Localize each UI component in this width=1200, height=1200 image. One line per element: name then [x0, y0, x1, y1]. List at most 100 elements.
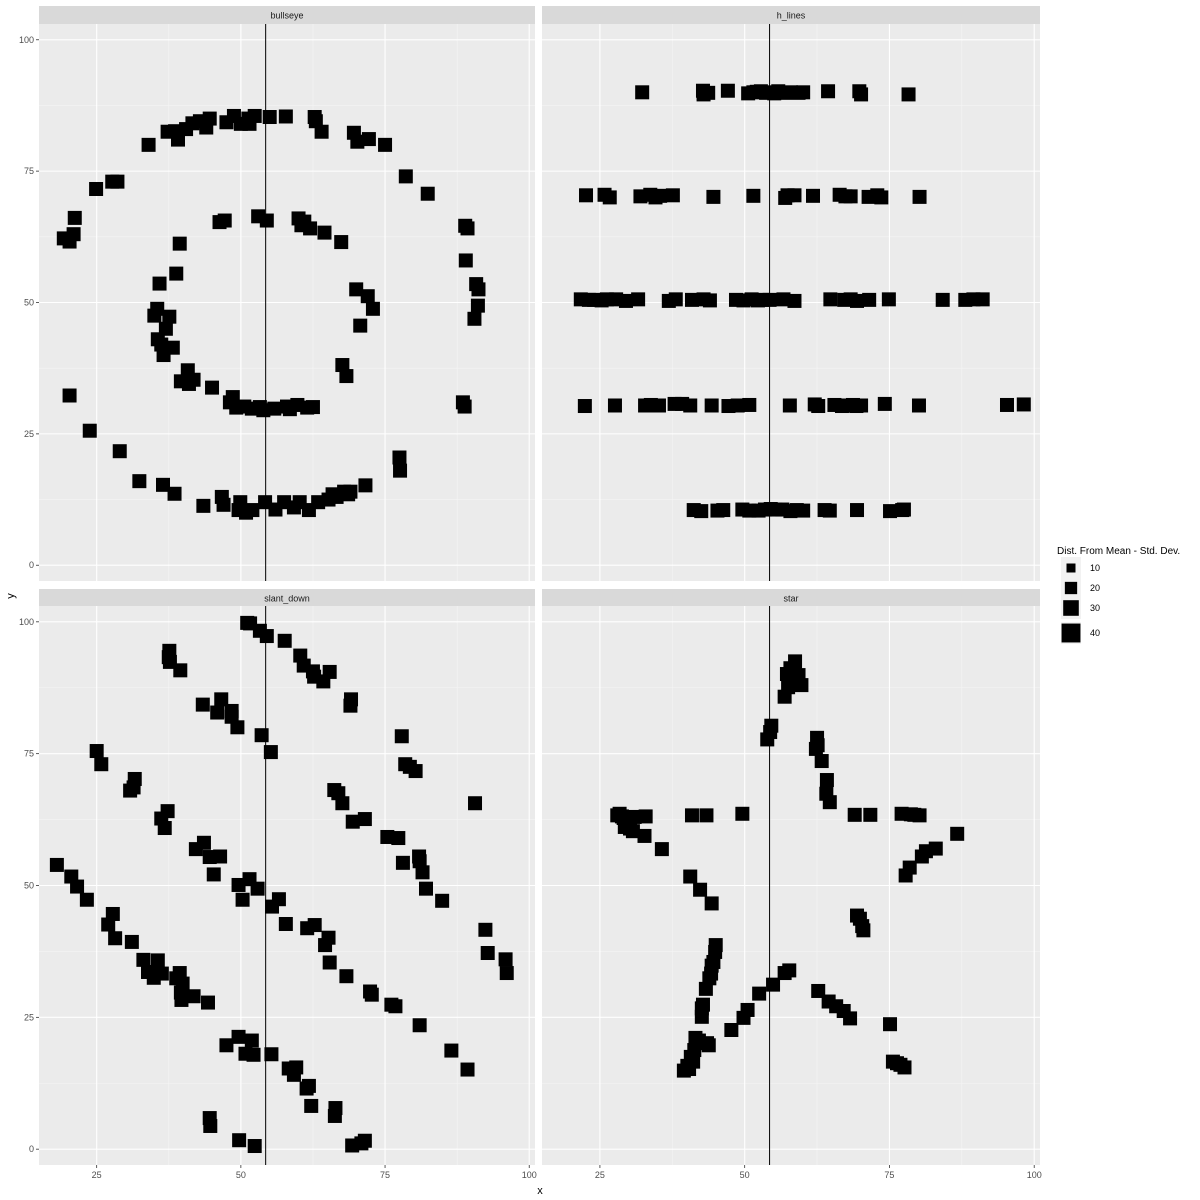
data-point — [127, 771, 142, 786]
facet-strip-label: star — [783, 594, 798, 604]
data-point — [244, 1033, 259, 1048]
data-point — [814, 754, 829, 769]
data-point — [654, 842, 669, 857]
data-point — [335, 358, 350, 373]
data-point — [480, 946, 495, 961]
data-point — [301, 1078, 316, 1093]
data-point — [843, 1011, 858, 1026]
data-point — [67, 210, 82, 225]
data-point — [627, 809, 642, 824]
data-point — [435, 893, 450, 908]
data-point — [335, 796, 350, 811]
data-point — [112, 444, 127, 459]
data-point — [579, 188, 594, 203]
data-point — [854, 398, 869, 413]
data-point — [150, 953, 165, 968]
data-point — [256, 403, 271, 418]
facet-panel-star: star 25 50 75 100 — [542, 589, 1042, 1180]
data-point — [653, 188, 668, 203]
y-tick-label: 75 — [24, 166, 34, 176]
data-point — [881, 292, 896, 307]
facet-strip-label: slant_down — [264, 594, 310, 604]
data-point — [863, 807, 878, 822]
data-point — [217, 213, 232, 228]
data-point — [911, 398, 926, 413]
data-point — [172, 236, 187, 251]
data-point — [136, 952, 151, 967]
data-point — [231, 877, 246, 892]
legend-key-square — [1061, 623, 1081, 643]
data-point — [247, 1139, 262, 1154]
y-tick-label: 50 — [24, 298, 34, 308]
data-point — [822, 503, 837, 518]
data-point — [811, 399, 826, 414]
data-point — [788, 654, 803, 669]
y-tick-label: 25 — [24, 429, 34, 439]
x-tick-label: 25 — [92, 1170, 102, 1180]
data-point — [912, 808, 927, 823]
data-point — [901, 87, 916, 102]
data-point — [62, 388, 77, 403]
data-point — [157, 821, 172, 836]
data-point — [457, 399, 472, 414]
data-point — [782, 963, 797, 978]
data-point — [478, 922, 493, 937]
data-point — [695, 997, 710, 1012]
data-point — [154, 966, 169, 981]
x-tick-label: 50 — [236, 1170, 246, 1180]
data-point — [701, 1038, 716, 1053]
data-point — [262, 110, 277, 125]
data-point — [108, 931, 123, 946]
data-point — [806, 188, 821, 203]
data-point — [408, 764, 423, 779]
data-point — [684, 292, 699, 307]
data-point — [391, 831, 406, 846]
data-point — [794, 678, 809, 693]
data-point — [353, 318, 368, 333]
data-point — [195, 697, 210, 712]
data-point — [412, 1018, 427, 1033]
data-point — [213, 849, 228, 864]
data-point — [110, 174, 125, 189]
data-point — [704, 896, 719, 911]
data-point — [264, 1047, 279, 1062]
data-point — [708, 938, 723, 953]
data-point — [764, 718, 779, 733]
data-point — [101, 917, 116, 932]
data-point — [175, 976, 190, 991]
data-point — [322, 664, 337, 679]
data-point — [704, 398, 719, 413]
data-point — [724, 1022, 739, 1037]
data-point — [602, 190, 617, 205]
legend-key-label: 30 — [1090, 603, 1100, 613]
data-point — [706, 189, 721, 204]
data-point — [343, 484, 358, 499]
x-tick-label: 50 — [740, 1170, 750, 1180]
data-point — [877, 396, 892, 411]
data-point — [776, 292, 791, 307]
data-point — [393, 463, 408, 478]
data-point — [735, 806, 750, 821]
data-point — [999, 397, 1014, 412]
data-point — [638, 809, 653, 824]
data-point — [202, 111, 217, 126]
data-point — [730, 398, 745, 413]
data-point — [444, 1043, 459, 1058]
data-point — [418, 881, 433, 896]
data-point — [398, 169, 413, 184]
data-point — [618, 293, 633, 308]
data-point — [173, 663, 188, 678]
data-point — [89, 181, 104, 196]
facet-panel-bullseye: bullseye 0 25 50 75 100 — [19, 6, 535, 581]
data-point — [174, 992, 189, 1007]
data-point — [856, 923, 871, 938]
y-tick-label: 100 — [19, 35, 34, 45]
data-point — [154, 337, 169, 352]
data-point — [263, 745, 278, 760]
data-point — [357, 1133, 372, 1148]
x-tick-label: 25 — [595, 1170, 605, 1180]
data-point — [141, 137, 156, 152]
data-point — [684, 808, 699, 823]
y-axis-title: y — [5, 593, 17, 599]
